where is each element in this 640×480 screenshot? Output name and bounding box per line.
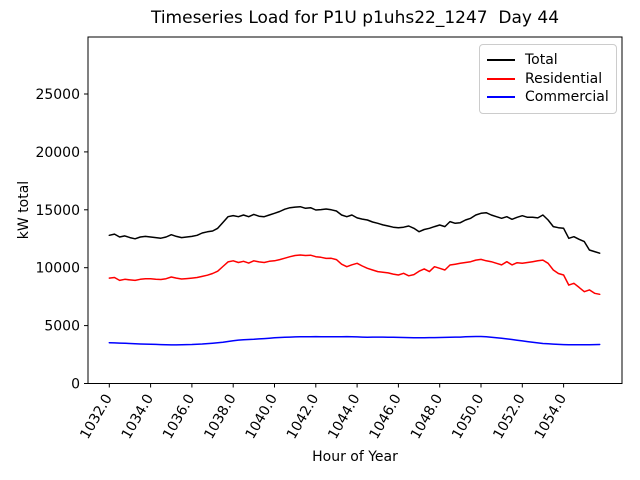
chart-title: Timeseries Load for P1U p1uhs22_1247 Day… [150,8,560,28]
x-tick-label: 1054.0 [532,392,570,442]
x-tick-label: 1052.0 [490,392,528,442]
y-tick-label: 5000 [44,319,80,335]
series-line-residential [108,254,601,296]
legend-label: Residential [525,70,603,87]
series-line-total [108,205,601,254]
y-axis-label: kW total [16,180,32,240]
legend-label: Commercial [525,89,609,106]
legend-entry-commercial: Commercial [487,88,609,107]
legend-entry-total: Total [487,51,608,70]
y-tick-label: 10000 [35,261,80,277]
x-axis-label: Hour of Year [312,449,398,465]
x-tick-label: 1042.0 [284,392,322,442]
y-tick-label: 25000 [35,87,80,103]
x-tick-label: 1036.0 [160,392,198,442]
legend-line-swatch [487,96,515,99]
x-tick-label: 1040.0 [243,392,281,442]
legend-entry-residential: Residential [487,70,608,89]
x-tick-label: 1050.0 [449,392,487,442]
x-tick-label: 1034.0 [119,392,157,442]
x-tick-label: 1032.0 [77,392,115,442]
x-tick-label: 1044.0 [325,392,363,442]
x-tick-label: 1038.0 [201,392,239,442]
y-tick-label: 20000 [35,145,80,161]
x-tick-label: 1048.0 [408,392,446,442]
y-tick-label: 0 [71,377,80,393]
legend-label: Total [525,52,558,69]
x-tick-label: 1046.0 [367,392,405,442]
y-tick-label: 15000 [35,203,80,219]
series-line-commercial [108,335,601,346]
legend: Total Residential Commercial [479,44,617,114]
legend-line-swatch [487,59,515,62]
legend-line-swatch [487,77,515,80]
